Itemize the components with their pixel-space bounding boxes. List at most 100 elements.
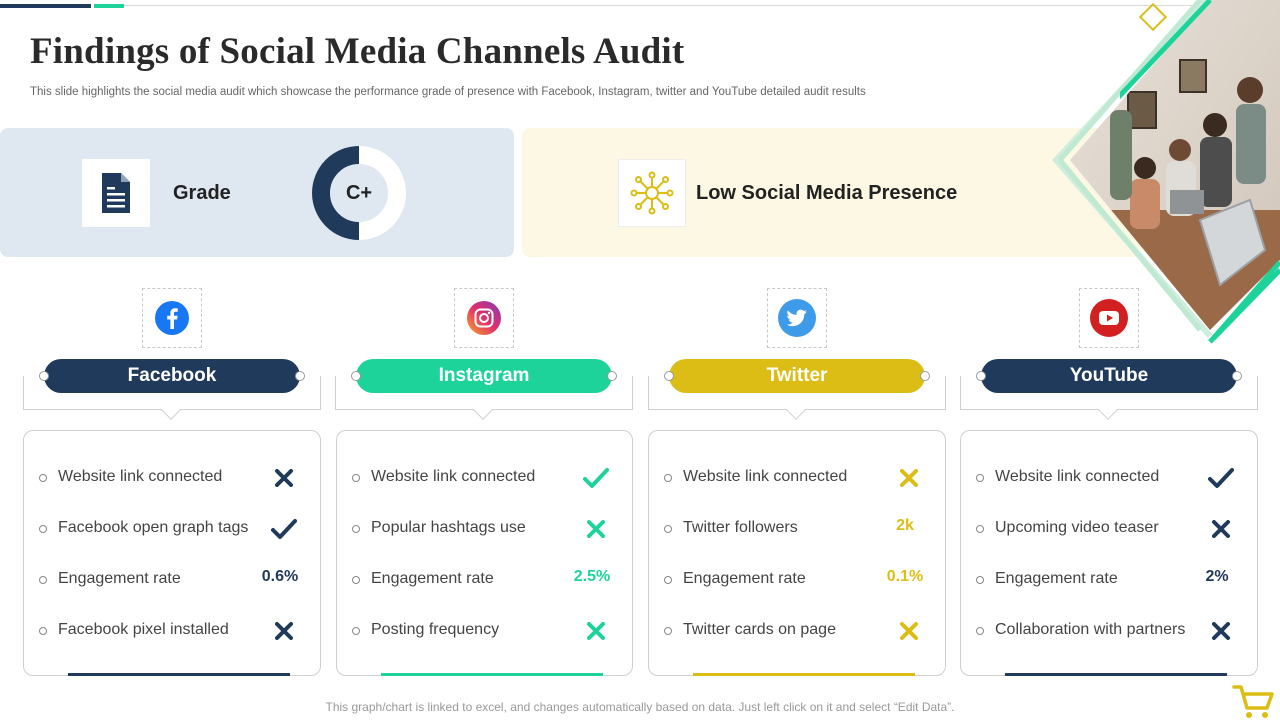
bullet-icon — [976, 474, 984, 482]
list-item: Engagement rate 0.1% — [649, 564, 945, 594]
twitter-bracket — [648, 376, 946, 420]
network-icon — [630, 171, 674, 215]
footer-note: This graph/chart is linked to excel, and… — [325, 700, 955, 714]
bullet-icon — [976, 525, 984, 533]
list-item: Twitter followers 2k — [649, 513, 945, 543]
document-icon — [102, 173, 130, 213]
cross-icon — [270, 618, 298, 644]
presence-label: Low Social Media Presence — [696, 182, 958, 204]
list-item-label: Twitter followers — [683, 519, 798, 536]
list-item-value: 0.1% — [886, 568, 924, 585]
grade-donut — [312, 146, 406, 240]
list-item-label: Facebook open graph tags — [58, 519, 249, 536]
pill-dot-right — [295, 371, 305, 381]
list-item-value: 0.6% — [261, 568, 299, 585]
check-icon — [582, 465, 610, 491]
facebook-bracket-notch — [161, 400, 181, 420]
list-item-label: Website link connected — [683, 468, 848, 485]
team-photo — [1051, 0, 1280, 340]
list-item: Website link connected — [649, 462, 945, 492]
facebook-icon-box — [142, 288, 202, 348]
pill-dot-left — [976, 371, 986, 381]
youtube-header-label: YouTube — [1069, 365, 1149, 386]
grade-panel: Grade C+ — [0, 128, 514, 257]
grade-value: C+ — [345, 181, 373, 204]
instagram-icon-box — [454, 288, 514, 348]
bullet-icon — [976, 576, 984, 584]
instagram-icon — [467, 301, 501, 335]
pill-dot-right — [1232, 371, 1242, 381]
youtube-icon — [1090, 299, 1128, 337]
cross-icon — [895, 618, 923, 644]
list-item-value: 2k — [896, 517, 914, 534]
grade-label: Grade — [173, 182, 231, 204]
list-item: Posting frequency — [337, 615, 632, 645]
youtube-header-pill: YouTube — [976, 359, 1242, 393]
bullet-icon — [39, 474, 47, 482]
cross-icon — [895, 465, 923, 491]
list-item: Collaboration with partners — [961, 615, 1257, 645]
list-item-label: Website link connected — [995, 468, 1160, 485]
youtube-icon-box — [1079, 288, 1139, 348]
instagram-card-accent-bar — [381, 673, 603, 676]
list-item: Engagement rate 0.6% — [24, 564, 320, 594]
list-item-label: Website link connected — [371, 468, 536, 485]
list-item-label: Posting frequency — [371, 621, 500, 638]
youtube-card-accent-bar — [1005, 673, 1227, 676]
twitter-audit-card: Website link connected Twitter followers 2… — [648, 430, 946, 676]
bullet-icon — [352, 474, 360, 482]
list-item: Upcoming video teaser — [961, 513, 1257, 543]
youtube-bracket — [960, 376, 1258, 420]
list-item-label: Upcoming video teaser — [995, 519, 1159, 536]
list-item-label: Engagement rate — [58, 570, 181, 587]
list-item: Engagement rate 2.5% — [337, 564, 632, 594]
youtube-audit-card: Website link connected Upcoming video tea… — [960, 430, 1258, 676]
bullet-icon — [664, 474, 672, 482]
cross-icon — [270, 465, 298, 491]
diamond-accent-icon — [1138, 2, 1168, 32]
twitter-card-accent-bar — [693, 673, 915, 676]
bullet-icon — [664, 627, 672, 635]
list-item: Facebook pixel installed — [24, 615, 320, 645]
list-item: Website link connected — [337, 462, 632, 492]
twitter-bracket-notch — [786, 400, 806, 420]
facebook-audit-card: Website link connected Facebook open grap… — [23, 430, 321, 676]
list-item-value: 2.5% — [573, 568, 611, 585]
pill-dot-left — [351, 371, 361, 381]
photo-frame-accent — [1120, 0, 1280, 344]
list-item-label: Popular hashtags use — [371, 519, 526, 536]
facebook-card-accent-bar — [68, 673, 290, 676]
list-item-value: 2% — [1205, 568, 1229, 585]
bullet-icon — [352, 525, 360, 533]
instagram-audit-card: Website link connected Popular hashtags u… — [336, 430, 633, 676]
list-item-label: Engagement rate — [683, 570, 806, 587]
instagram-bracket-notch — [473, 400, 493, 420]
twitter-icon-box — [767, 288, 827, 348]
pill-dot-right — [607, 371, 617, 381]
presence-panel: Low Social Media Presence — [522, 128, 1142, 257]
check-icon — [270, 516, 298, 542]
bullet-icon — [39, 576, 47, 584]
cross-icon — [582, 516, 610, 542]
twitter-icon — [778, 299, 816, 337]
twitter-header-label: Twitter — [766, 365, 828, 386]
list-item-label: Twitter cards on page — [683, 621, 836, 638]
grade-icon-box — [82, 159, 150, 227]
list-item-label: Collaboration with partners — [995, 621, 1186, 638]
pill-dot-left — [39, 371, 49, 381]
pill-dot-left — [664, 371, 674, 381]
bullet-icon — [39, 627, 47, 635]
list-item: Popular hashtags use — [337, 513, 632, 543]
instagram-header-label: Instagram — [438, 365, 530, 386]
facebook-icon — [155, 301, 189, 335]
pill-dot-right — [920, 371, 930, 381]
cart-icon — [1232, 685, 1274, 718]
list-item: Website link connected — [24, 462, 320, 492]
instagram-bracket — [335, 376, 633, 420]
list-item-label: Facebook pixel installed — [58, 621, 229, 638]
top-divider-line — [124, 5, 1204, 6]
bullet-icon — [664, 576, 672, 584]
instagram-header-pill: Instagram — [351, 359, 617, 393]
facebook-header-label: Facebook — [127, 365, 217, 386]
list-item: Engagement rate 2% — [961, 564, 1257, 594]
